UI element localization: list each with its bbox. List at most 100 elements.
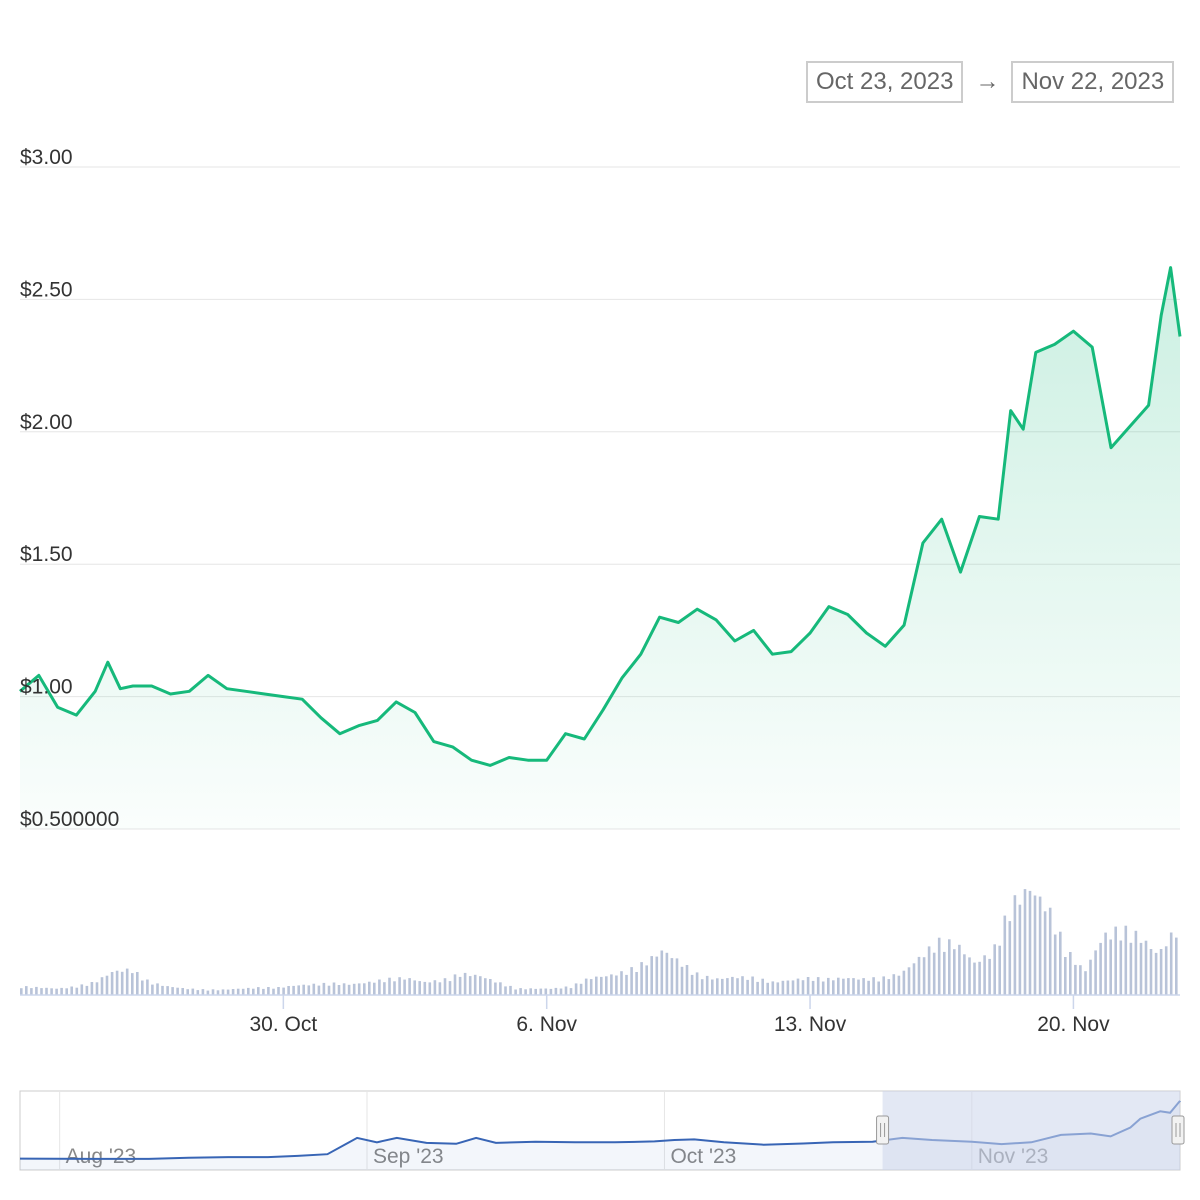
y-tick-label: $1.50 bbox=[20, 543, 73, 566]
navigator-selection[interactable] bbox=[882, 1091, 1180, 1170]
volume-bar bbox=[635, 972, 638, 995]
volume-bar bbox=[231, 989, 235, 995]
volume-bar bbox=[458, 976, 462, 995]
volume-bar bbox=[524, 989, 527, 995]
volume-bar bbox=[277, 987, 280, 995]
volume-bar bbox=[468, 976, 472, 995]
volume-bar bbox=[1175, 937, 1178, 995]
volume-bar bbox=[80, 984, 84, 995]
volume-bar bbox=[241, 988, 245, 995]
volume-bar bbox=[1079, 965, 1082, 995]
volume-bar bbox=[186, 989, 189, 995]
volume-bar bbox=[95, 982, 99, 995]
volume-bar bbox=[428, 982, 432, 995]
volume-bar bbox=[161, 985, 164, 995]
volume-bar bbox=[519, 988, 522, 995]
volume-bar bbox=[236, 988, 240, 995]
volume-bar bbox=[166, 986, 169, 995]
volume-bar bbox=[131, 973, 134, 995]
volume-bar bbox=[499, 982, 502, 995]
y-tick-label: $2.00 bbox=[20, 411, 73, 434]
volume-bar bbox=[453, 974, 457, 995]
volume-bar bbox=[272, 988, 275, 995]
volume-bar bbox=[85, 985, 89, 995]
volume-bar bbox=[786, 980, 790, 995]
volume-bar bbox=[136, 972, 139, 995]
volume-bar bbox=[408, 978, 411, 995]
volume-bar bbox=[584, 978, 588, 995]
date-to-input[interactable]: Nov 22, 2023 bbox=[1011, 61, 1175, 103]
date-range-selector: Oct 23, 2023 → Nov 22, 2023 bbox=[806, 61, 1175, 103]
volume-bar bbox=[1028, 890, 1032, 995]
volume-bar bbox=[665, 952, 669, 995]
volume-bar bbox=[509, 985, 512, 995]
volume-bar bbox=[100, 977, 104, 995]
volume-bar bbox=[917, 956, 921, 995]
arrow-right-icon: → bbox=[975, 68, 1000, 95]
volume-bar bbox=[605, 976, 608, 995]
volume-bar bbox=[801, 980, 805, 995]
volume-bar bbox=[368, 981, 371, 995]
volume-bar bbox=[695, 972, 699, 995]
volume-bar bbox=[544, 988, 548, 995]
volume-bar bbox=[963, 954, 966, 995]
volume-bar bbox=[1129, 942, 1133, 995]
volume-bar bbox=[216, 990, 220, 995]
volume-bar bbox=[25, 986, 28, 995]
volume-bar bbox=[176, 987, 179, 995]
volume-bar bbox=[307, 985, 311, 995]
volume-bar bbox=[776, 982, 780, 995]
volume-bar bbox=[948, 939, 951, 995]
volume-bar bbox=[751, 976, 754, 995]
volume-bar bbox=[125, 968, 129, 995]
volume-bar bbox=[332, 982, 336, 995]
volume-bar bbox=[252, 988, 255, 995]
volume-bar bbox=[297, 985, 300, 995]
volume-bar bbox=[352, 983, 356, 995]
navigator-handle-left[interactable] bbox=[876, 1115, 890, 1145]
volume-bar bbox=[20, 988, 23, 995]
navigator-handle-right[interactable] bbox=[1171, 1115, 1185, 1145]
volume-bar bbox=[70, 986, 73, 995]
y-tick-label: $3.00 bbox=[20, 146, 73, 169]
volume-bar bbox=[610, 974, 613, 995]
volume-bar bbox=[872, 977, 875, 995]
volume-bar bbox=[1119, 940, 1123, 995]
navigator-label: Aug '23 bbox=[66, 1145, 137, 1168]
volume-bar bbox=[877, 981, 880, 995]
volume-bar bbox=[120, 971, 124, 995]
volume-bar bbox=[75, 987, 79, 995]
volume-bar bbox=[978, 961, 981, 995]
volume-bar bbox=[716, 978, 719, 995]
volume-bar bbox=[837, 977, 840, 995]
volume-bar bbox=[574, 983, 578, 995]
volume-bar bbox=[630, 967, 633, 995]
volume-bar bbox=[105, 975, 109, 995]
volume-bar bbox=[968, 957, 971, 995]
date-from-input[interactable]: Oct 23, 2023 bbox=[806, 61, 964, 103]
volume-bar bbox=[1069, 952, 1072, 995]
volume-bar bbox=[579, 983, 583, 995]
volume-bar bbox=[30, 988, 33, 995]
volume-bar bbox=[302, 984, 305, 995]
volume-bar bbox=[312, 983, 316, 995]
volume-bar bbox=[378, 979, 381, 995]
volume-bar bbox=[932, 952, 936, 995]
volume-bar bbox=[539, 988, 543, 995]
volume-bar bbox=[1053, 934, 1057, 995]
volume-bar bbox=[1013, 895, 1017, 995]
volume-bar bbox=[413, 980, 416, 995]
volume-bar bbox=[247, 987, 250, 995]
volume-bar bbox=[554, 987, 558, 995]
volume-bar bbox=[549, 988, 553, 995]
volume-bar bbox=[731, 976, 734, 995]
volume-bar bbox=[1099, 942, 1102, 995]
volume-bar bbox=[564, 986, 568, 995]
volume-bar bbox=[993, 944, 996, 995]
volume-bar bbox=[191, 988, 195, 995]
volume-bar bbox=[943, 951, 946, 995]
volume-bar bbox=[1134, 930, 1138, 995]
volume-bar bbox=[35, 986, 38, 995]
